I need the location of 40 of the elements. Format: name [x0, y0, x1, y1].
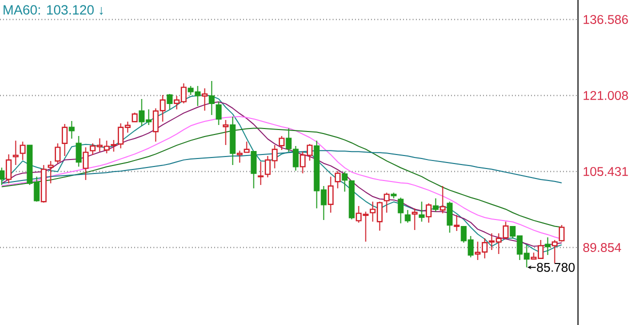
candlestick [258, 161, 264, 186]
candlestick [384, 192, 390, 214]
candlestick [440, 185, 446, 214]
candlestick [216, 101, 222, 126]
candlestick [418, 201, 425, 222]
candlestick [48, 160, 54, 184]
candlestick [166, 93, 173, 110]
candlestick [62, 123, 68, 156]
candlestick [446, 201, 453, 234]
candlestick [208, 80, 215, 116]
candlestick [432, 198, 439, 212]
candlestick [334, 170, 341, 189]
candlestick [76, 135, 82, 168]
y-tick-label: 136.586 [584, 15, 628, 24]
candlestick [250, 151, 257, 189]
candlestick [552, 240, 558, 264]
candlestick [342, 171, 348, 192]
candlestick [0, 167, 5, 186]
candlestick [222, 119, 229, 146]
y-tick-label: 105.431 [584, 167, 628, 176]
candlestick [278, 135, 285, 150]
candlestick [454, 214, 460, 232]
y-tick-label: 89.854 [583, 243, 622, 252]
candlestick [202, 88, 208, 112]
candlestick [54, 142, 61, 164]
candlestick [328, 176, 334, 214]
candlestick [426, 202, 432, 224]
candlestick [404, 210, 411, 224]
annotation: MA60: 103.120 ↓ [4, 5, 103, 15]
candlestick [412, 208, 418, 231]
candlestick [68, 120, 75, 140]
y-tick-label: 121.008 [584, 91, 628, 100]
candlestick [398, 197, 404, 224]
candlestick [544, 236, 551, 256]
candlestick [558, 224, 565, 242]
candlestick [6, 154, 12, 184]
candlestick [12, 140, 19, 166]
annotation: 85.780 [536, 262, 575, 272]
candlestick [82, 146, 89, 180]
candlestick [20, 141, 26, 160]
